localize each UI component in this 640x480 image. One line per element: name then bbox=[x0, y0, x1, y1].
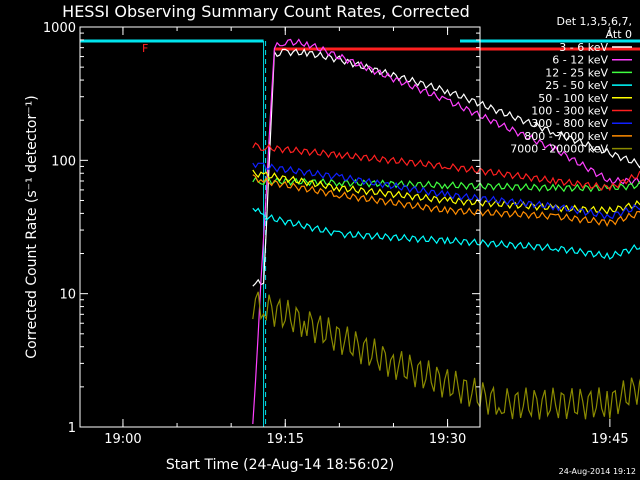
series-line-2 bbox=[252, 38, 640, 425]
y-tick-label: 1 bbox=[68, 421, 76, 436]
chart-title: HESSI Observing Summary Count Rates, Cor… bbox=[62, 2, 470, 21]
legend-entry-label: 100 - 300 keV bbox=[531, 105, 608, 118]
series-line-9 bbox=[252, 291, 640, 420]
y-tick-label: 10 bbox=[59, 288, 76, 303]
x-axis-label: Start Time (24-Aug-14 18:56:02) bbox=[166, 457, 394, 473]
legend-header-line-2: Att 0 bbox=[606, 28, 632, 41]
legend-entry-label: 25 - 50 keV bbox=[545, 79, 608, 92]
legend-entry-label: 7000 - 20000 keV bbox=[510, 143, 608, 156]
footer-timestamp: 24-Aug-2014 19:12 bbox=[559, 467, 636, 476]
plot-frame bbox=[79, 26, 481, 428]
y-tick-label: 100 bbox=[51, 154, 76, 169]
legend-entry-label: 50 - 100 keV bbox=[538, 92, 608, 105]
x-tick-label: 19:15 bbox=[267, 432, 304, 447]
x-tick-label: 19:45 bbox=[591, 432, 628, 447]
axis-layer: 19:0019:1519:3019:4520:0020:1520:3010001… bbox=[43, 21, 629, 447]
x-tick-label: 19:00 bbox=[104, 432, 141, 447]
legend-entry-label: 3 - 6 keV bbox=[559, 41, 608, 54]
series-line-4 bbox=[252, 207, 640, 260]
series-layer bbox=[252, 38, 640, 425]
x-tick-label: 19:30 bbox=[429, 432, 466, 447]
legend-header-line-1: Det 1,3,5,6,7, bbox=[556, 15, 632, 28]
legend-entry-label: 800 - 7000 keV bbox=[524, 130, 608, 143]
y-axis-label: Corrected Count Rate (s⁻¹ detector⁻¹) bbox=[24, 95, 40, 358]
series-line-5 bbox=[252, 169, 640, 215]
flag-label: F bbox=[142, 42, 148, 55]
legend-entry-label: 6 - 12 keV bbox=[552, 54, 608, 67]
series-line-6 bbox=[252, 142, 640, 192]
series-line-7 bbox=[252, 162, 640, 220]
legend-entry-label: 12 - 25 keV bbox=[545, 66, 608, 79]
legend-entry-label: 300 - 800 keV bbox=[531, 117, 608, 130]
y-tick-label: 1000 bbox=[43, 21, 76, 36]
series-line-8 bbox=[252, 174, 640, 227]
